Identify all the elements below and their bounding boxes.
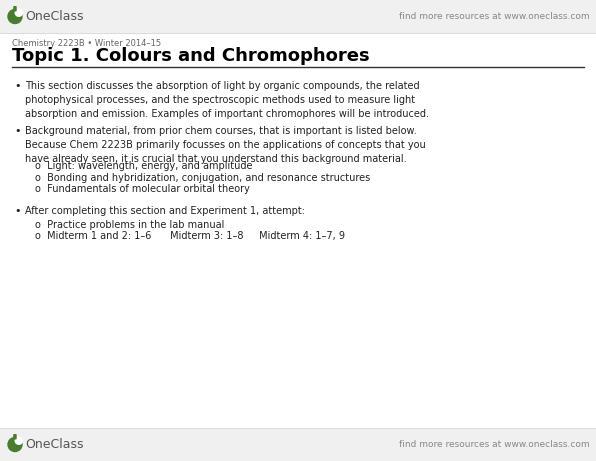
Text: OneClass: OneClass: [25, 10, 83, 23]
Circle shape: [15, 437, 23, 444]
Text: o  Practice problems in the lab manual: o Practice problems in the lab manual: [35, 219, 224, 230]
Text: o  Bonding and hybridization, conjugation, and resonance structures: o Bonding and hybridization, conjugation…: [35, 172, 370, 183]
Bar: [0, 428, 596, 461]
Text: o  Fundamentals of molecular orbital theory: o Fundamentals of molecular orbital theo…: [35, 184, 250, 194]
Text: After completing this section and Experiment 1, attempt:: After completing this section and Experi…: [25, 206, 305, 216]
Text: Topic 1. Colours and Chromophores: Topic 1. Colours and Chromophores: [12, 47, 370, 65]
Text: o  Light: wavelength, energy, and amplitude: o Light: wavelength, energy, and amplitu…: [35, 161, 253, 171]
Circle shape: [15, 9, 23, 16]
Text: OneClass: OneClass: [25, 438, 83, 451]
Text: •: •: [14, 206, 20, 216]
Bar: [0, 0, 596, 33]
FancyBboxPatch shape: [14, 7, 16, 11]
Text: •: •: [14, 81, 20, 91]
Text: find more resources at www.oneclass.com: find more resources at www.oneclass.com: [399, 440, 590, 449]
Text: •: •: [14, 126, 20, 136]
Circle shape: [8, 437, 22, 451]
Text: Background material, from prior chem courses, that is important is listed below.: Background material, from prior chem cou…: [25, 126, 426, 164]
Text: Chemistry 2223B • Winter 2014–15: Chemistry 2223B • Winter 2014–15: [12, 39, 161, 48]
Text: o  Midterm 1 and 2: 1–6      Midterm 3: 1–8     Midterm 4: 1–7, 9: o Midterm 1 and 2: 1–6 Midterm 3: 1–8 Mi…: [35, 231, 345, 241]
Text: find more resources at www.oneclass.com: find more resources at www.oneclass.com: [399, 12, 590, 21]
FancyBboxPatch shape: [14, 435, 16, 439]
Circle shape: [8, 10, 22, 24]
Text: This section discusses the absorption of light by organic compounds, the related: This section discusses the absorption of…: [25, 81, 429, 119]
